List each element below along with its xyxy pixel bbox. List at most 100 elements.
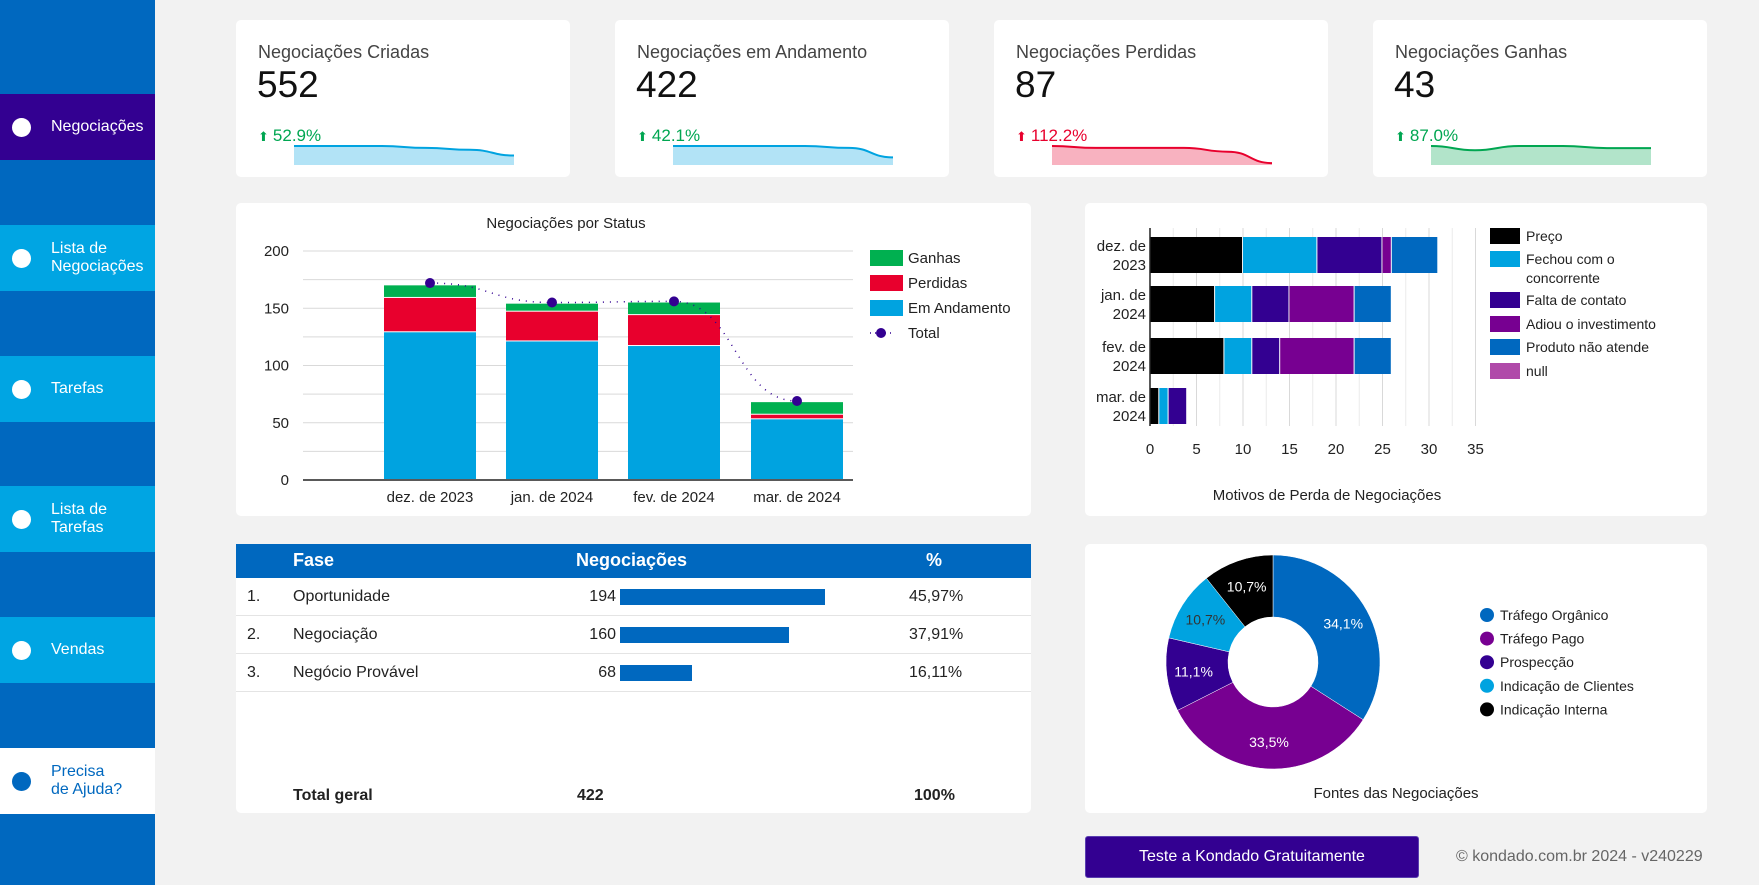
x-tick-label: jan. de 2024 [510, 489, 594, 506]
kpi-value: 422 [636, 64, 698, 105]
table-row[interactable]: 3. Negócio Provável 68 16,11% [236, 654, 1031, 692]
try-kondado-button[interactable]: Teste a Kondado Gratuitamente [1085, 836, 1419, 878]
header-negociacoes[interactable]: Negociações [576, 550, 688, 570]
donut-slice [1177, 682, 1364, 770]
legend-label: Preço [1526, 228, 1563, 244]
sidebar-item-1[interactable]: Lista de Negociações [0, 225, 155, 291]
row-bar [620, 627, 790, 643]
arrow-up-icon: ⬆ [1016, 129, 1027, 144]
sparkline [294, 145, 515, 165]
y-tick-label: jan. de 2024 [1100, 287, 1146, 323]
kpi-delta-value: 52.9% [272, 126, 322, 145]
bar-perdidas [506, 311, 598, 341]
y-tick-line: 2024 [1113, 358, 1146, 375]
sidebar-item-label: Lista de Tarefas [51, 501, 108, 536]
sidebar-item-0[interactable]: Negociações [0, 94, 155, 160]
arrow-up-icon: ⬆ [1395, 129, 1406, 144]
table-header: Fase Negociações % [236, 544, 1031, 578]
sparkline-area [294, 146, 514, 165]
total-point [792, 395, 802, 406]
kpi-delta-value: 87.0% [1409, 126, 1459, 145]
circle-icon [12, 248, 31, 268]
legend-dot [1480, 608, 1494, 622]
legend-swatch [1490, 251, 1520, 267]
circle-icon [12, 771, 31, 791]
chart-title: Negociações por Status [486, 215, 645, 232]
row-rank: 3. [247, 664, 261, 681]
legend-swatch [870, 275, 903, 291]
kpi-value: 43 [1394, 64, 1436, 105]
legend-swatch [1490, 316, 1520, 332]
kpi-value: 552 [257, 64, 319, 105]
x-tick-label: 20 [1328, 441, 1345, 458]
sparkline [1430, 145, 1651, 165]
bar-segment [1150, 338, 1224, 374]
x-tick-label: 25 [1374, 441, 1391, 458]
kpi-title: Negociações Perdidas [1016, 42, 1197, 62]
total-point [547, 297, 557, 308]
legend-swatch [870, 300, 903, 316]
arrow-up-icon: ⬆ [258, 129, 269, 144]
header-fase[interactable]: Fase [293, 550, 335, 570]
legend-line: Produto não atende [1526, 339, 1649, 355]
kpi-delta-value: 112.2% [1030, 126, 1088, 145]
bar-em-andamento [628, 346, 720, 479]
status-chart: Negociações por Status 0 50 100 150 200 dez. d… [264, 215, 1011, 506]
circle-icon [12, 640, 31, 660]
sidebar-item-label: Vendas [51, 641, 105, 658]
legend-label: Prospecção [1500, 654, 1574, 670]
y-tick-label: fev. de 2024 [1102, 339, 1146, 375]
x-tick-label: mar. de 2024 [753, 489, 841, 506]
row-value: 68 [598, 664, 616, 681]
bar-segment [1252, 286, 1289, 322]
x-tick-label: 15 [1281, 441, 1298, 458]
table-row[interactable]: 1. Oportunidade 194 45,97% [236, 578, 1031, 616]
legend-dot [1480, 655, 1494, 670]
bar-em-andamento [384, 332, 476, 479]
sidebar: Negociações Lista de Negociações Tarefas Li… [0, 0, 155, 885]
bar-ganhas [751, 402, 843, 414]
bar-segment [1168, 388, 1187, 424]
kpi-delta: ⬆ 42.1% [637, 126, 700, 146]
sparkline-area [1431, 146, 1651, 165]
sparkline-area [673, 146, 893, 165]
y-tick-line: 2024 [1113, 306, 1146, 323]
legend-swatch [1490, 363, 1520, 379]
sparkline-line [294, 145, 515, 157]
bar-segment [1317, 237, 1382, 273]
x-tick-label: 30 [1421, 441, 1438, 458]
bar-segment [1252, 338, 1280, 374]
bar-ganhas [628, 302, 720, 315]
legend-label: Tráfego Orgânico [1500, 607, 1609, 623]
bar-segment [1159, 388, 1168, 424]
legend-label: Tráfego Pago [1500, 631, 1585, 647]
row-fase: Oportunidade [293, 588, 390, 605]
kpi-title: Negociações Criadas [258, 42, 430, 62]
total-label: Total geral [293, 787, 373, 804]
arrow-up-icon: ⬆ [637, 129, 648, 144]
y-tick-label: 0 [281, 472, 289, 489]
legend-line: Falta de contato [1526, 292, 1627, 308]
bar-ganhas [384, 285, 476, 297]
circle-icon [12, 117, 31, 137]
sparkline-area [1052, 146, 1272, 165]
legend-label: Falta de contato [1526, 292, 1627, 308]
legend-marker [876, 328, 886, 338]
sidebar-item-5[interactable]: Precisa de Ajuda? [0, 748, 155, 814]
sidebar-item-4[interactable]: Vendas [0, 617, 155, 683]
sidebar-item-3[interactable]: Lista de Tarefas [0, 486, 155, 552]
y-tick-line: mar. de [1096, 389, 1146, 406]
legend-label: Indicação Interna [1500, 701, 1608, 717]
row-percent: 16,11% [909, 664, 963, 681]
total-point [425, 278, 435, 289]
legend-dot [1480, 631, 1494, 646]
sidebar-item-label: Lista de Negociações [51, 240, 144, 275]
sidebar-item-2[interactable]: Tarefas [0, 356, 155, 422]
row-value: 194 [589, 588, 616, 605]
header-percent[interactable]: % [926, 550, 943, 570]
table-row[interactable]: 2. Negociação 160 37,91% [236, 616, 1031, 654]
total-percent: 100% [914, 787, 955, 804]
total-point [669, 296, 679, 307]
total-line [429, 282, 798, 402]
total-value: 422 [577, 787, 604, 804]
